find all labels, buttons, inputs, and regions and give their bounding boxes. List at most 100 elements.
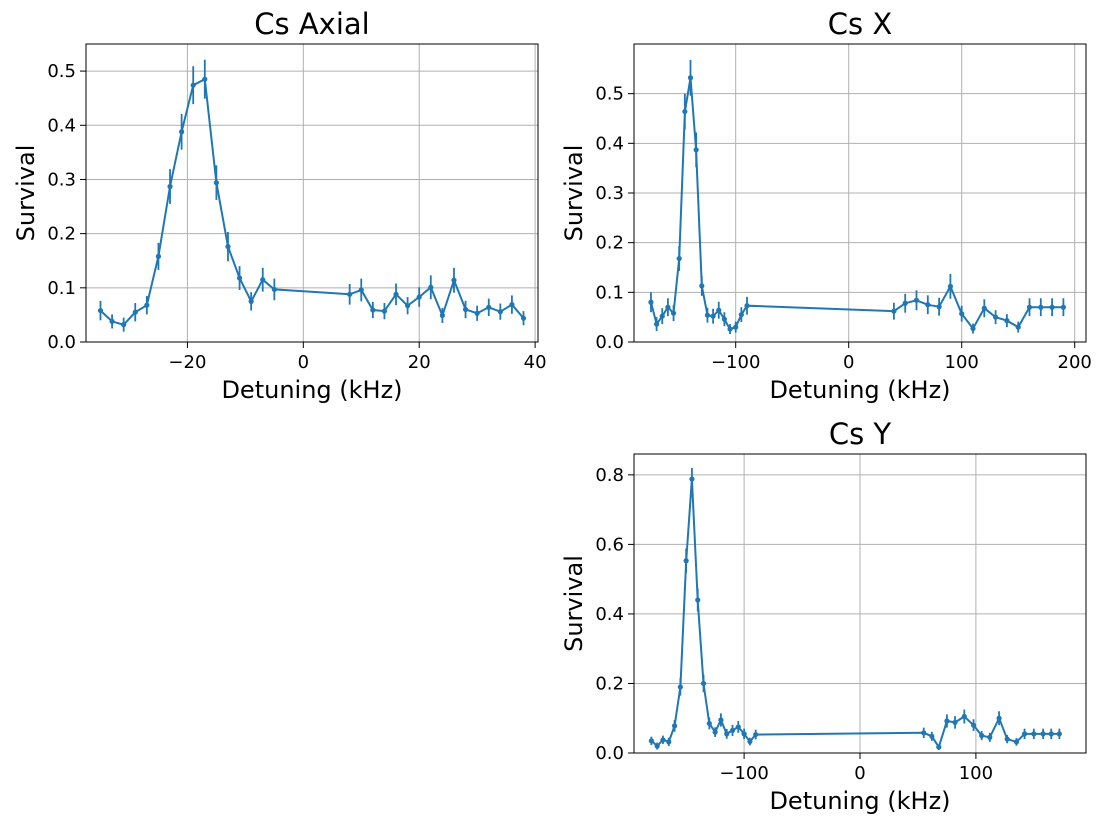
data-point [121,322,127,328]
data-point [952,719,958,726]
data-point [660,737,666,743]
data-point [981,305,987,311]
y-tick-label: 0.0 [595,332,624,353]
data-point [710,313,716,319]
data-point [405,303,411,309]
x-tick-label: 0 [298,352,309,373]
data-point [699,283,705,289]
data-point [947,283,954,289]
x-axis-label: Detuning (kHz) [769,376,950,404]
data-point [693,147,699,153]
data-point [738,312,744,318]
chart-title: Cs Y [829,417,892,451]
data-point [970,722,977,728]
data-point [260,277,266,283]
data-point [944,718,950,724]
data-point [520,315,527,321]
data-point [486,304,492,310]
x-tick-label: 100 [945,352,979,373]
chart-panel-1: −100 0 100 200 0.0 0.1 0.2 0.3 0.4 0.5 Cs X Detunin… [560,7,1092,404]
x-tick-label: 40 [524,352,547,373]
series-line [650,77,1064,331]
data-point [716,307,722,313]
data-point [202,76,208,82]
data-point [1013,739,1020,745]
y-tick-label: 0.2 [595,673,624,694]
data-point [271,286,277,293]
x-tick-label: 0 [843,352,854,373]
data-point [961,713,967,720]
data-point [689,476,695,482]
data-point [706,720,712,727]
data-point [970,325,976,332]
data-point [666,739,672,745]
y-tick-label: 0.4 [595,604,624,625]
y-tick-label: 0.8 [595,465,624,486]
y-tick-label: 0.2 [595,233,624,254]
data-point [1004,318,1010,324]
x-tick-label: 200 [1058,352,1092,373]
data-point [936,744,942,750]
data-point [248,298,254,304]
data-point [648,299,654,305]
data-point [676,255,682,262]
y-tick-label: 0.3 [47,169,76,190]
data-point [721,316,728,322]
data-point [925,302,931,308]
data-point [132,309,138,315]
x-tick-label: −100 [719,763,768,784]
y-tick-label: 0.0 [47,332,76,353]
x-tick-label: 20 [408,352,431,373]
data-point [393,291,399,297]
data-point [109,318,115,325]
data-point [190,82,196,88]
series-line [99,77,525,326]
data-point [167,183,173,190]
plot-frame [85,43,539,343]
data-point [700,680,707,687]
data-point [509,302,515,308]
data-point [891,308,897,314]
data-point [683,558,689,564]
data-point [682,108,688,115]
data-point [993,314,999,320]
data-point [474,310,480,316]
data-point [654,321,660,327]
data-point [733,324,739,330]
data-point [1031,731,1037,737]
data-point [179,129,185,135]
data-point [347,291,353,297]
data-point [462,306,469,313]
y-axis-label: Survival [560,555,588,652]
data-point [744,303,750,309]
y-tick-label: 0.4 [595,133,624,154]
data-point [902,300,908,306]
data-point [358,287,364,293]
y-tick-label: 0.3 [595,183,624,204]
y-tick-label: 0.2 [47,224,76,245]
y-tick-label: 0.6 [595,534,624,555]
data-point [370,307,376,313]
data-point [987,734,993,740]
y-tick-label: 0.1 [595,282,624,303]
data-point [727,326,733,332]
x-axis-label: Detuning (kHz) [769,787,950,815]
x-tick-label: −20 [168,352,206,373]
data-point [1056,731,1062,737]
data-point [1004,736,1010,742]
data-point [704,312,711,318]
y-axis-label: Survival [12,145,40,242]
y-tick-label: 0.0 [595,743,624,764]
data-point [416,294,422,300]
data-point [213,180,219,186]
data-point [236,275,243,281]
data-point [155,253,162,259]
data-point [451,277,457,283]
data-point [687,75,694,81]
series-line [650,478,1060,750]
data-point [1049,304,1055,310]
data-point [913,297,920,303]
data-point [1040,731,1046,737]
data-point [670,310,677,316]
data-point [225,244,231,250]
